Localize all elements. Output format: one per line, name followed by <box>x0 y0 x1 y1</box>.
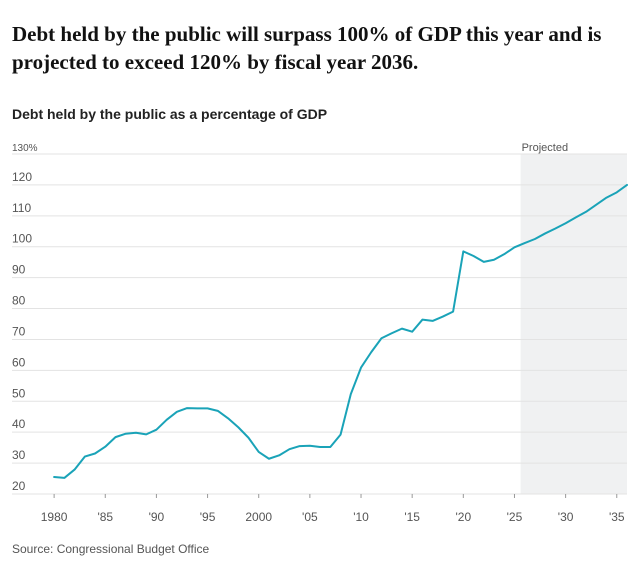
data-point-2004 <box>298 445 300 447</box>
x-tick-label-1980: 1980 <box>41 510 68 524</box>
data-point-1986 <box>114 436 116 438</box>
x-tick-label-2015: '15 <box>404 510 420 524</box>
data-point-1988 <box>135 432 137 434</box>
data-point-1992 <box>176 411 178 413</box>
data-point-1983 <box>84 455 86 457</box>
y-tick-label-80: 80 <box>12 294 26 308</box>
data-point-1997 <box>227 417 229 419</box>
y-tick-label-70: 70 <box>12 324 26 338</box>
y-tick-label-40: 40 <box>12 417 26 431</box>
y-tick-label-110: 110 <box>12 201 31 215</box>
y-tick-label-30: 30 <box>12 448 26 462</box>
data-point-2036 <box>626 184 628 186</box>
y-tick-label-20: 20 <box>12 479 26 493</box>
data-point-2014 <box>401 327 403 329</box>
data-point-1995 <box>206 407 208 409</box>
data-point-1987 <box>125 433 127 435</box>
gridlines <box>12 153 627 495</box>
x-tick-label-2020: '20 <box>455 510 471 524</box>
data-point-2024 <box>503 253 505 255</box>
y-tick-label-50: 50 <box>12 386 26 400</box>
data-point-2025 <box>513 246 515 248</box>
data-point-1982 <box>73 468 75 470</box>
data-point-2009 <box>350 393 352 395</box>
y-tick-label-120: 120 <box>12 170 32 184</box>
data-point-2016 <box>421 318 423 320</box>
data-point-2000 <box>258 451 260 453</box>
y-tick-label-130: 130% <box>12 143 38 154</box>
chart-subtitle: Debt held by the public as a percentage … <box>12 106 328 122</box>
data-point-2010 <box>360 366 362 368</box>
headline: Debt held by the public will surpass 100… <box>12 22 602 74</box>
data-point-1985 <box>104 446 106 448</box>
source-note: Source: Congressional Budget Office <box>12 542 210 556</box>
data-point-1980 <box>53 476 55 478</box>
data-point-2015 <box>411 331 413 333</box>
y-tick-label-100: 100 <box>12 232 32 246</box>
data-point-2035 <box>616 191 618 193</box>
data-point-1981 <box>63 477 65 479</box>
x-tick-label-2000: 2000 <box>245 510 272 524</box>
data-point-2017 <box>431 320 433 322</box>
data-point-2023 <box>493 259 495 261</box>
data-point-2002 <box>278 454 280 456</box>
data-point-2011 <box>370 351 372 353</box>
x-tick-label-1990: '90 <box>149 510 165 524</box>
data-point-1998 <box>237 426 239 428</box>
y-tick-label-90: 90 <box>12 263 26 277</box>
x-tick-label-1985: '85 <box>97 510 113 524</box>
data-point-2030 <box>564 222 566 224</box>
data-point-2013 <box>391 332 393 334</box>
data-point-2006 <box>319 446 321 448</box>
data-point-2027 <box>534 238 536 240</box>
data-point-2031 <box>575 216 577 218</box>
data-point-1989 <box>145 433 147 435</box>
x-tick-label-2030: '30 <box>558 510 574 524</box>
x-axis-labels: 1980 '85 '90 '95 2000 '05 '10 '15 '20 '25 '30 '35 <box>41 494 625 524</box>
x-tick-label-2025: '25 <box>507 510 523 524</box>
data-point-2026 <box>523 242 525 244</box>
data-point-1994 <box>196 407 198 409</box>
x-tick-label-2035: '35 <box>609 510 625 524</box>
data-point-2018 <box>442 315 444 317</box>
data-point-2021 <box>472 255 474 257</box>
data-point-2032 <box>585 211 587 213</box>
data-point-2012 <box>380 337 382 339</box>
x-tick-label-1995: '95 <box>200 510 216 524</box>
y-axis-labels: 130% 120 110 100 90 80 70 60 50 40 30 20 <box>12 143 38 493</box>
data-point-2005 <box>309 445 311 447</box>
data-point-1990 <box>155 429 157 431</box>
data-point-2029 <box>554 227 556 229</box>
data-point-2003 <box>288 448 290 450</box>
x-tick-label-2010: '10 <box>353 510 369 524</box>
y-tick-label-60: 60 <box>12 355 26 369</box>
projected-label: Projected <box>522 142 568 154</box>
data-point-1996 <box>217 410 219 412</box>
data-point-2028 <box>544 232 546 234</box>
data-point-1993 <box>186 407 188 409</box>
x-tick-label-2005: '05 <box>302 510 318 524</box>
data-point-1999 <box>247 437 249 439</box>
data-point-2008 <box>339 433 341 435</box>
data-point-1984 <box>94 452 96 454</box>
data-point-2019 <box>452 310 454 312</box>
data-point-2001 <box>268 458 270 460</box>
data-point-2022 <box>483 261 485 263</box>
data-point-2007 <box>329 446 331 448</box>
data-point-2020 <box>462 250 464 252</box>
data-point-2033 <box>595 203 597 205</box>
data-point-1991 <box>165 419 167 421</box>
series-line-debt <box>53 183 628 479</box>
projected-band <box>520 154 627 494</box>
data-point-2034 <box>605 196 607 198</box>
